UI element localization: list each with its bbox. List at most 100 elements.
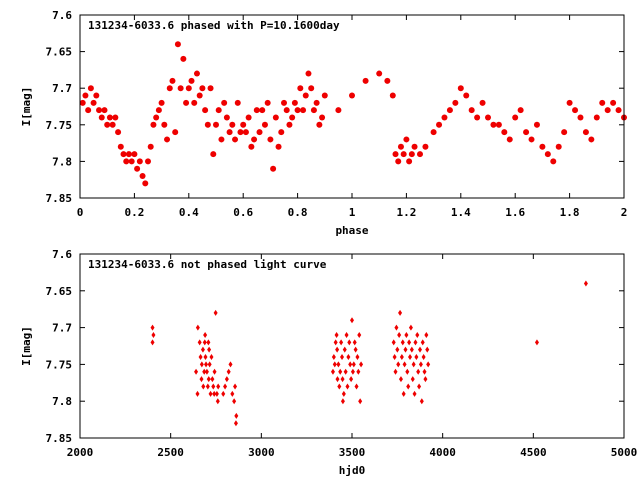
data-point (308, 85, 315, 92)
data-point (577, 114, 584, 121)
data-point (151, 331, 156, 338)
data-point (294, 107, 301, 114)
data-point (399, 354, 404, 361)
phased-plot-frame (79, 14, 625, 199)
data-point (523, 129, 530, 136)
unphased-panel: 2000 2500 3000 3500 4000 4500 5000 7.6 7.65 7.7 7.… (20, 248, 637, 477)
data-point (392, 151, 399, 158)
y-tick-label: 7.85 (46, 432, 73, 445)
data-point (208, 390, 213, 397)
data-point (128, 158, 135, 165)
data-point (195, 324, 200, 331)
data-point (533, 121, 540, 128)
data-point (195, 390, 200, 397)
data-point (604, 107, 611, 114)
data-point (582, 129, 589, 136)
data-point (389, 92, 396, 99)
data-point (539, 143, 546, 150)
data-point (410, 376, 415, 383)
data-point (403, 136, 410, 143)
x-tick-label: 0.4 (179, 206, 199, 219)
data-point (205, 383, 210, 390)
data-point (333, 339, 338, 346)
data-point (392, 354, 397, 361)
data-point (90, 99, 97, 106)
data-point (201, 383, 206, 390)
y-tick-label: 7.75 (46, 358, 73, 371)
data-point (272, 114, 279, 121)
data-point (572, 107, 579, 114)
data-point (256, 129, 263, 136)
y-tick-label: 7.75 (46, 119, 73, 132)
data-point (232, 398, 237, 405)
data-point (198, 354, 203, 361)
data-point (397, 143, 404, 150)
data-point (207, 85, 214, 92)
data-point (356, 368, 361, 375)
x-tick-label: 1.2 (396, 206, 416, 219)
data-point (349, 92, 355, 99)
data-point (335, 376, 340, 383)
data-point (139, 173, 146, 180)
data-point (348, 361, 353, 368)
data-point (207, 346, 212, 353)
data-point (302, 92, 309, 99)
data-point (270, 165, 277, 172)
data-point (275, 143, 282, 150)
data-point (120, 151, 127, 158)
x-tick-label: 1.8 (560, 206, 580, 219)
data-point (211, 383, 216, 390)
unphased-title: 131234-6033.6 not phased light curve (88, 258, 327, 271)
data-point (214, 390, 219, 397)
x-tick-label: 1.4 (451, 206, 471, 219)
data-point (452, 99, 459, 106)
x-tick-label: 1.6 (505, 206, 525, 219)
data-point (212, 390, 217, 397)
phased-y-axis-label: I[mag] (20, 87, 33, 127)
data-point (207, 361, 212, 368)
x-tick-label: 0 (77, 206, 84, 219)
data-point (169, 77, 176, 84)
data-point (352, 339, 357, 346)
data-point (180, 55, 187, 62)
data-point (406, 158, 413, 165)
data-point (161, 121, 168, 128)
data-point (391, 339, 396, 346)
data-point (240, 121, 247, 128)
data-point (512, 114, 519, 121)
data-point (281, 99, 287, 106)
data-point (384, 77, 391, 84)
data-point (338, 368, 343, 375)
data-point (232, 136, 239, 143)
data-point (197, 339, 202, 346)
y-tick-label: 7.8 (52, 395, 72, 408)
data-point (501, 129, 508, 136)
data-point (291, 99, 298, 106)
data-point (82, 92, 89, 99)
data-point (191, 99, 198, 106)
data-point (358, 398, 363, 405)
data-point (261, 121, 268, 128)
data-point (221, 99, 228, 106)
data-point (204, 121, 211, 128)
data-point (224, 376, 229, 383)
data-point (395, 346, 400, 353)
x-tick-label: 4500 (520, 446, 547, 459)
data-point (313, 99, 320, 106)
data-point (588, 136, 595, 143)
data-point (347, 339, 352, 346)
data-point (123, 158, 130, 165)
data-point (226, 368, 231, 375)
data-point (145, 158, 151, 165)
data-point (424, 331, 429, 338)
data-point (517, 107, 524, 114)
data-point (336, 361, 341, 368)
data-point (234, 99, 241, 106)
x-tick-label: 3000 (248, 446, 275, 459)
data-point (223, 114, 230, 121)
data-point (210, 151, 217, 158)
data-point (196, 92, 203, 99)
data-point (177, 85, 184, 92)
data-point (134, 165, 141, 172)
data-point (203, 331, 208, 338)
